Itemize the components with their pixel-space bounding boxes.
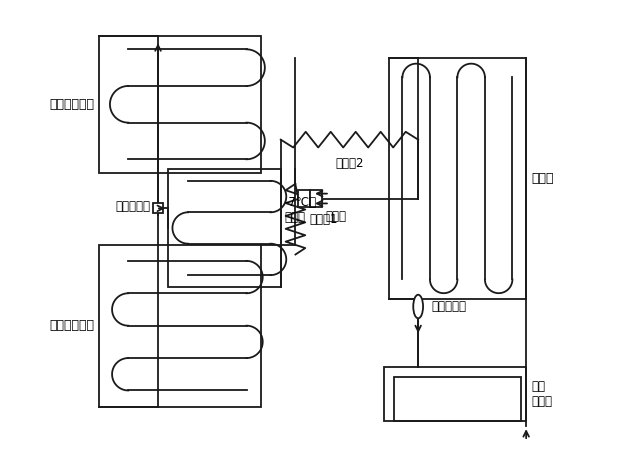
Bar [389, 58, 526, 298]
Text: -7℃室
蒸发器: -7℃室 蒸发器 [284, 196, 317, 224]
Bar [153, 203, 163, 213]
Text: 冷凝器: 冷凝器 [531, 172, 553, 185]
Bar [99, 245, 261, 407]
Text: 电磁阀: 电磁阀 [326, 210, 347, 223]
Bar [394, 377, 521, 421]
Text: 门框
除霜管: 门框 除霜管 [531, 380, 552, 409]
Text: 冷冻室蒸发器: 冷冻室蒸发器 [49, 98, 94, 111]
Text: 毛细管1: 毛细管1 [309, 212, 337, 226]
Text: 毛细管2: 毛细管2 [335, 157, 364, 170]
Bar [168, 169, 281, 287]
Bar [384, 367, 526, 421]
Bar [298, 190, 310, 207]
Bar [99, 35, 261, 173]
Ellipse shape [413, 295, 423, 318]
Text: 冷藏室蒸发器: 冷藏室蒸发器 [49, 319, 94, 332]
Bar [310, 190, 322, 207]
Text: 干燥过滤器: 干燥过滤器 [432, 300, 467, 313]
Text: 三通连接管: 三通连接管 [115, 200, 150, 213]
